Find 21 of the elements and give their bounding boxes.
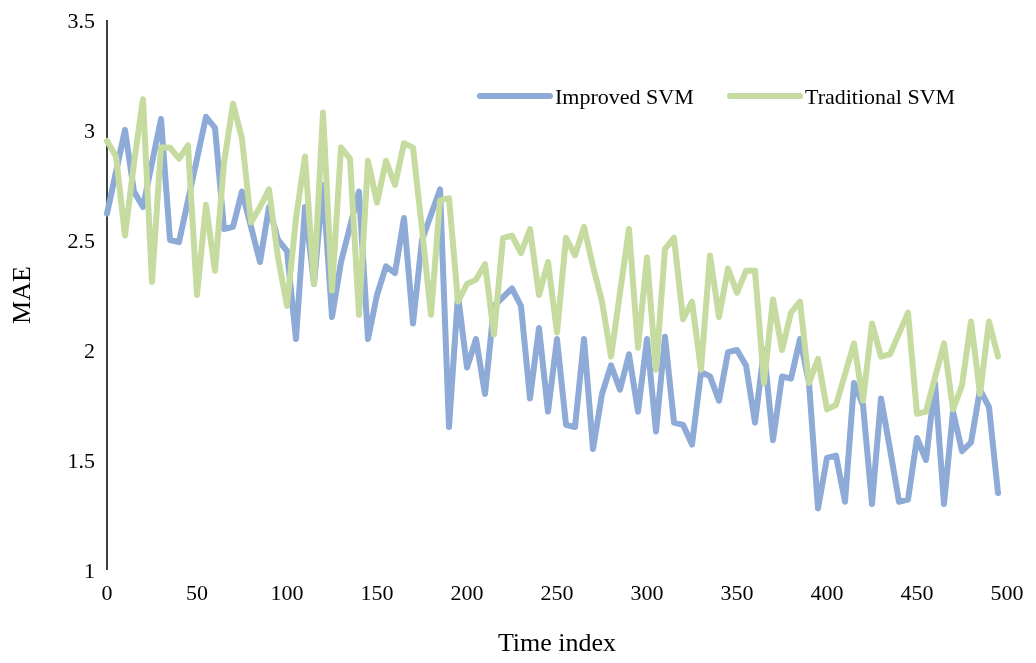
x-tick-label: 350 bbox=[720, 580, 754, 605]
x-tick-label: 500 bbox=[990, 580, 1024, 605]
x-axis-title: Time index bbox=[497, 628, 617, 657]
y-tick-label: 1.5 bbox=[67, 447, 95, 473]
x-tick-label: 50 bbox=[186, 580, 208, 605]
x-tick-label: 400 bbox=[810, 580, 844, 605]
y-tick-label: 1 bbox=[84, 557, 95, 583]
y-axis-title: MAE bbox=[7, 266, 36, 324]
x-tick-label: 250 bbox=[540, 580, 574, 605]
legend-label: Traditional SVM bbox=[805, 83, 956, 109]
y-tick-label: 3 bbox=[84, 117, 95, 143]
x-tick-label: 100 bbox=[270, 580, 304, 605]
x-tick-label: 0 bbox=[101, 580, 113, 605]
y-tick-label: 2.5 bbox=[67, 227, 95, 253]
x-tick-label: 300 bbox=[630, 580, 664, 605]
x-tick-label: 200 bbox=[450, 580, 484, 605]
x-tick-label: 150 bbox=[360, 580, 394, 605]
y-tick-label: 3.5 bbox=[67, 7, 95, 33]
y-tick-label: 2 bbox=[84, 337, 95, 363]
legend-label: Improved SVM bbox=[555, 83, 694, 109]
x-tick-label: 450 bbox=[900, 580, 934, 605]
